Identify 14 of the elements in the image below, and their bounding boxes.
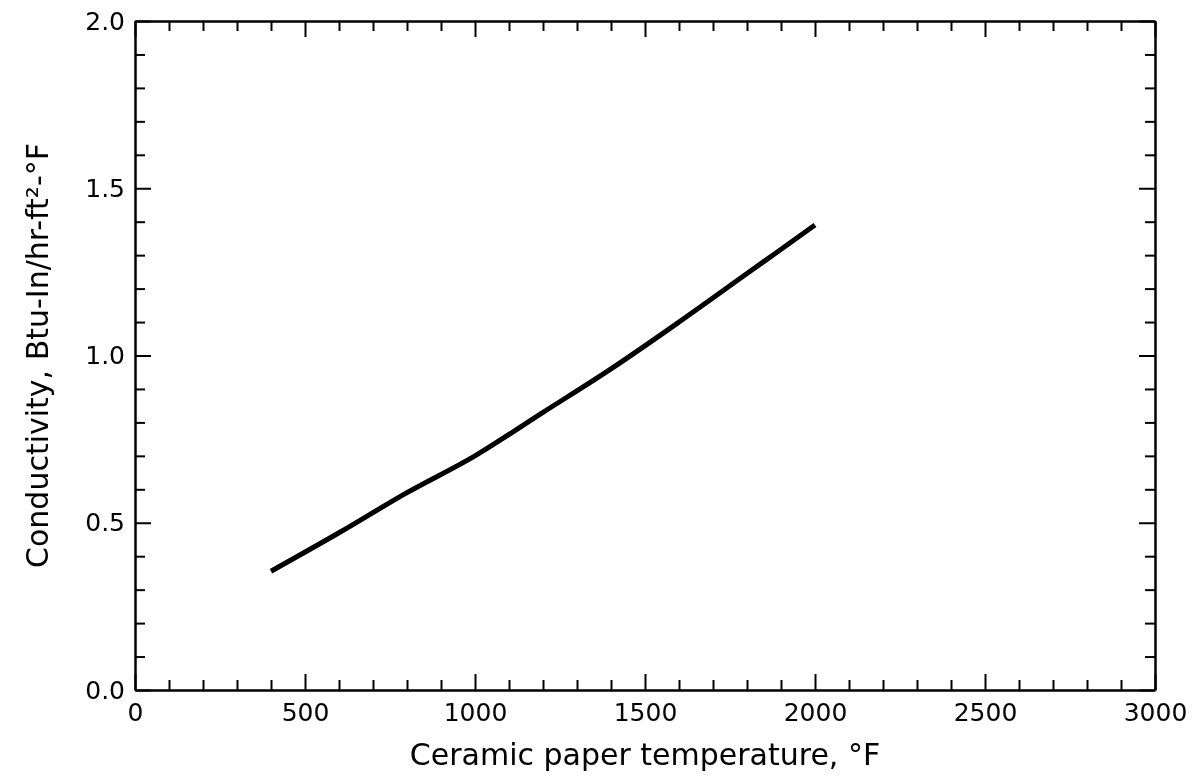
- y-tick-label: 0.5: [85, 508, 125, 538]
- y-tick-label: 2.0: [85, 6, 125, 36]
- y-tick-label: 0.0: [85, 675, 125, 705]
- x-tick-label: 1000: [443, 697, 508, 727]
- x-tick-label: 0: [127, 697, 144, 727]
- y-tick-label: 1.0: [85, 341, 125, 370]
- x-tick-label: 500: [281, 697, 330, 727]
- x-tick-label: 2000: [783, 697, 848, 727]
- y-axis-title: Conductivity, Btu-In/hr-ft²-°F: [20, 143, 55, 568]
- y-tick-label: 1.5: [85, 173, 125, 203]
- x-tick-label: 2500: [953, 697, 1018, 727]
- x-axis-title: Ceramic paper temperature, °F: [409, 737, 881, 772]
- x-tick-label: 3000: [1123, 697, 1188, 727]
- x-tick-label: 1500: [613, 697, 678, 727]
